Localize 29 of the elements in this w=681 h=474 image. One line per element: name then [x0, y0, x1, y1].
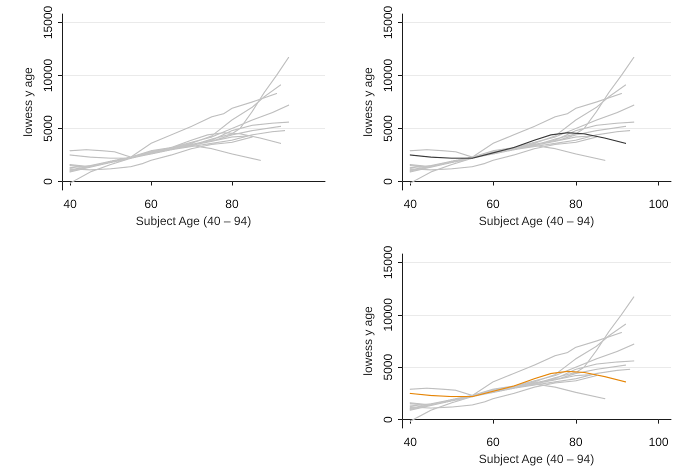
y-tick-label: 10000 — [381, 298, 395, 332]
x-tick-label: 100 — [648, 197, 669, 211]
x-axis-title: Subject Age (40 – 94) — [136, 214, 252, 228]
y-tick-label: 0 — [381, 416, 395, 423]
x-tick-label: 40 — [404, 435, 418, 449]
y-tick-label: 10000 — [41, 58, 55, 92]
x-tick-label: 60 — [144, 197, 158, 211]
x-tick-label: 80 — [569, 435, 583, 449]
y-axis-title: lowess y age — [21, 66, 35, 137]
y-tick-label: 0 — [41, 178, 55, 185]
y-tick-label: 15000 — [381, 245, 395, 280]
x-tick-label: 60 — [486, 197, 500, 211]
x-tick-label: 40 — [63, 197, 78, 211]
y-axis-title: lowess y age — [361, 306, 375, 376]
x-tick-label: 80 — [569, 197, 583, 211]
y-tick-label: 10000 — [381, 58, 395, 92]
x-tick-label: 40 — [404, 197, 418, 211]
x-axis-title: Subject Age (40 – 94) — [478, 214, 594, 228]
y-tick-label: 5000 — [381, 354, 395, 381]
y-tick-label: 5000 — [41, 114, 55, 142]
y-axis-title: lowess y age — [361, 66, 375, 137]
x-tick-label: 60 — [486, 435, 500, 449]
x-axis-title: Subject Age (40 – 94) — [478, 452, 594, 466]
y-tick-label: 5000 — [381, 114, 395, 142]
y-tick-label: 0 — [381, 178, 395, 185]
x-tick-label: 100 — [648, 435, 669, 449]
y-tick-label: 15000 — [381, 5, 395, 40]
y-tick-label: 15000 — [41, 5, 55, 40]
x-tick-label: 80 — [225, 197, 239, 211]
